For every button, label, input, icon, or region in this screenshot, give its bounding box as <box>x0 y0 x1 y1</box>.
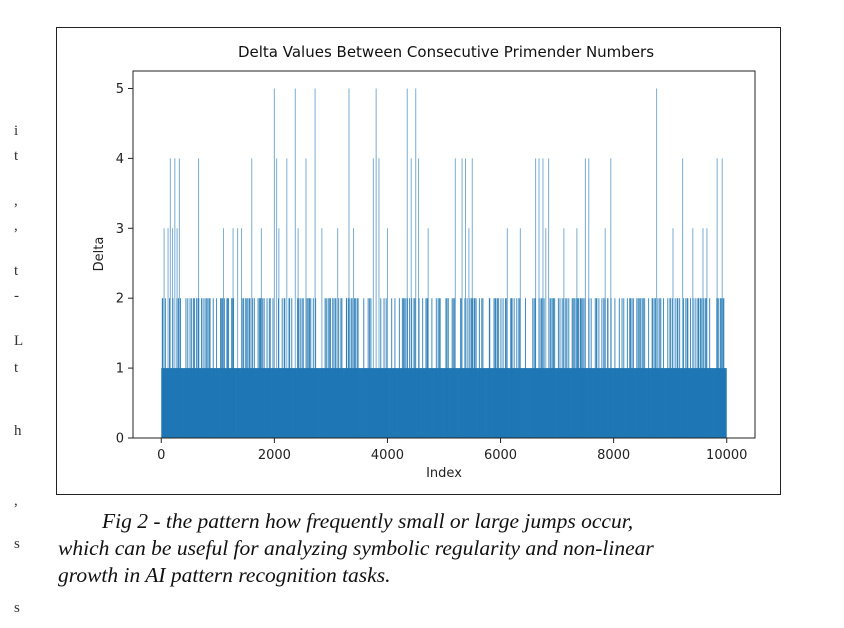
y-tick-label: 1 <box>116 362 124 377</box>
margin-fragment: t <box>14 263 19 279</box>
y-tick-label: 5 <box>116 82 124 97</box>
caption-line-2: which can be useful for analyzing symbol… <box>58 536 654 560</box>
x-tick-label: 0 <box>157 448 165 463</box>
margin-fragment: t <box>14 148 19 164</box>
margin-fragment: , <box>14 493 18 509</box>
x-tick-label: 2000 <box>258 448 291 463</box>
x-tick-label: 10000 <box>706 448 747 463</box>
y-axis-ticks: 0 1 2 3 4 5 <box>116 82 133 447</box>
margin-fragment: , <box>14 193 18 209</box>
bars-group <box>161 88 727 438</box>
x-tick-label: 6000 <box>484 448 517 463</box>
x-axis-ticks: 0 2000 4000 6000 8000 10000 <box>157 438 747 463</box>
caption-line-1: Fig 2 - the pattern how frequently small… <box>102 509 634 533</box>
y-tick-label: 4 <box>116 152 124 167</box>
margin-text-svg: it,,t-Lth,ss <box>14 123 23 616</box>
x-axis-label: Index <box>426 466 462 481</box>
margin-fragment: s <box>14 536 20 552</box>
y-tick-label: 3 <box>116 222 124 237</box>
margin-fragment: i <box>14 123 18 139</box>
margin-fragment: , <box>14 218 18 234</box>
margin-fragment: t <box>14 360 19 376</box>
bar-chart: Delta Values Between Consecutive Primend… <box>92 43 756 481</box>
caption-line-3: growth in AI pattern recognition tasks. <box>58 563 391 587</box>
y-tick-label: 0 <box>116 432 124 447</box>
x-tick-label: 8000 <box>597 448 630 463</box>
figure-caption: Fig 2 - the pattern how frequently small… <box>58 508 798 589</box>
chart-title: Delta Values Between Consecutive Primend… <box>238 43 654 61</box>
margin-fragment: s <box>14 600 20 616</box>
y-tick-label: 2 <box>116 292 124 307</box>
plot-area-border <box>132 70 756 439</box>
x-tick-label: 4000 <box>371 448 404 463</box>
margin-fragment: h <box>14 423 22 439</box>
y-axis-label: Delta <box>92 237 107 272</box>
margin-fragment: - <box>14 288 19 304</box>
margin-fragment: L <box>14 333 23 349</box>
